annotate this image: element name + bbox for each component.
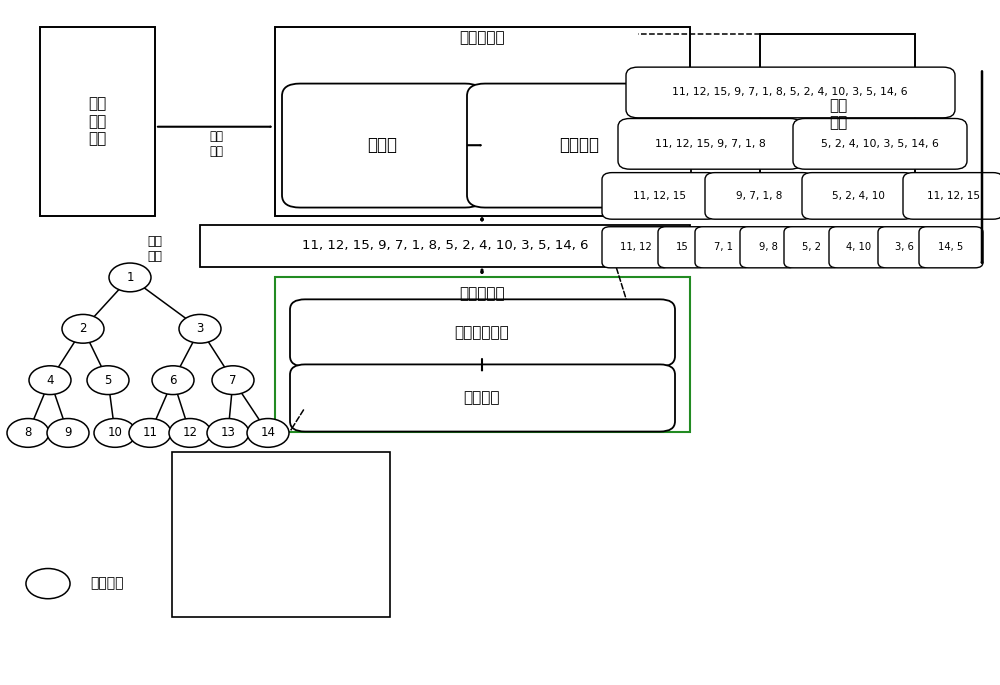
Text: 4, 10: 4, 10: [846, 242, 872, 252]
Bar: [275, 277, 690, 432]
Circle shape: [47, 419, 89, 447]
FancyBboxPatch shape: [290, 364, 675, 432]
Bar: [172, 452, 390, 616]
Text: 11: 11: [143, 427, 158, 439]
FancyBboxPatch shape: [658, 227, 706, 268]
Text: 5, 2: 5, 2: [802, 242, 822, 252]
Text: 11, 12, 15: 11, 12, 15: [927, 191, 980, 201]
Circle shape: [129, 419, 171, 447]
Text: 13: 13: [221, 427, 235, 439]
Text: 影像预整理: 影像预整理: [459, 30, 505, 45]
Bar: [760, 34, 915, 195]
Text: 影像
排序: 影像 排序: [148, 236, 162, 263]
Text: 任务节点: 任务节点: [90, 577, 124, 590]
Text: 影像
编号: 影像 编号: [829, 98, 847, 131]
FancyBboxPatch shape: [618, 119, 802, 169]
Text: 大量
遥感
影像: 大量 遥感 影像: [88, 97, 106, 146]
Text: 建立关系矩阵: 建立关系矩阵: [455, 325, 509, 340]
Text: 11, 12, 15, 9, 7, 1, 8, 5, 2, 4, 10, 3, 5, 14, 6: 11, 12, 15, 9, 7, 1, 8, 5, 2, 4, 10, 3, …: [672, 88, 908, 97]
Text: 12: 12: [182, 427, 198, 439]
FancyBboxPatch shape: [467, 84, 691, 208]
Text: 2: 2: [79, 323, 87, 335]
Text: 5: 5: [104, 374, 112, 386]
Text: 14: 14: [260, 427, 276, 439]
Circle shape: [7, 419, 49, 447]
FancyBboxPatch shape: [602, 227, 670, 268]
Circle shape: [169, 419, 211, 447]
Text: 11, 12: 11, 12: [620, 242, 652, 252]
Text: 行排列: 行排列: [367, 136, 397, 154]
Text: 15: 15: [676, 242, 688, 252]
Text: 11, 12, 15, 9, 7, 1, 8: 11, 12, 15, 9, 7, 1, 8: [655, 139, 765, 149]
FancyBboxPatch shape: [282, 84, 483, 208]
Bar: [200, 225, 690, 267]
FancyBboxPatch shape: [740, 227, 796, 268]
Text: 9: 9: [64, 427, 72, 439]
FancyBboxPatch shape: [602, 173, 717, 219]
Text: 10: 10: [108, 427, 122, 439]
FancyBboxPatch shape: [705, 173, 813, 219]
Circle shape: [26, 569, 70, 599]
Text: 8: 8: [24, 427, 32, 439]
Bar: [275, 27, 690, 216]
FancyBboxPatch shape: [784, 227, 840, 268]
FancyBboxPatch shape: [919, 227, 983, 268]
Text: 11, 12, 15, 9, 7, 1, 8, 5, 2, 4, 10, 3, 5, 14, 6: 11, 12, 15, 9, 7, 1, 8, 5, 2, 4, 10, 3, …: [302, 240, 588, 252]
FancyBboxPatch shape: [829, 227, 889, 268]
Bar: [40, 27, 155, 216]
FancyBboxPatch shape: [626, 67, 955, 118]
Text: 5, 2, 4, 10, 3, 5, 14, 6: 5, 2, 4, 10, 3, 5, 14, 6: [821, 139, 939, 149]
Circle shape: [212, 366, 254, 395]
Circle shape: [247, 419, 289, 447]
FancyBboxPatch shape: [878, 227, 930, 268]
Text: 地理
信息: 地理 信息: [209, 130, 223, 158]
Text: 任务划分: 任务划分: [464, 390, 500, 406]
Text: 9, 8: 9, 8: [759, 242, 777, 252]
FancyBboxPatch shape: [290, 299, 675, 366]
Circle shape: [62, 314, 104, 343]
Text: 11, 12, 15: 11, 12, 15: [633, 191, 686, 201]
FancyBboxPatch shape: [695, 227, 751, 268]
Text: 构建任务树: 构建任务树: [459, 286, 505, 301]
Text: 路径排列: 路径排列: [559, 136, 599, 154]
Circle shape: [94, 419, 136, 447]
Text: 6: 6: [169, 374, 177, 386]
Circle shape: [87, 366, 129, 395]
FancyBboxPatch shape: [793, 119, 967, 169]
Text: 3: 3: [196, 323, 204, 335]
Text: 5, 2, 4, 10: 5, 2, 4, 10: [832, 191, 884, 201]
Circle shape: [109, 263, 151, 292]
Text: 1: 1: [126, 271, 134, 284]
Circle shape: [152, 366, 194, 395]
Text: 7: 7: [229, 374, 237, 386]
Circle shape: [179, 314, 221, 343]
Text: 9, 7, 1, 8: 9, 7, 1, 8: [736, 191, 782, 201]
Circle shape: [207, 419, 249, 447]
Text: 3, 6: 3, 6: [895, 242, 913, 252]
FancyBboxPatch shape: [903, 173, 1000, 219]
Text: 7, 1: 7, 1: [714, 242, 732, 252]
FancyBboxPatch shape: [802, 173, 914, 219]
Text: 14, 5: 14, 5: [938, 242, 964, 252]
Text: 4: 4: [46, 374, 54, 386]
Circle shape: [29, 366, 71, 395]
